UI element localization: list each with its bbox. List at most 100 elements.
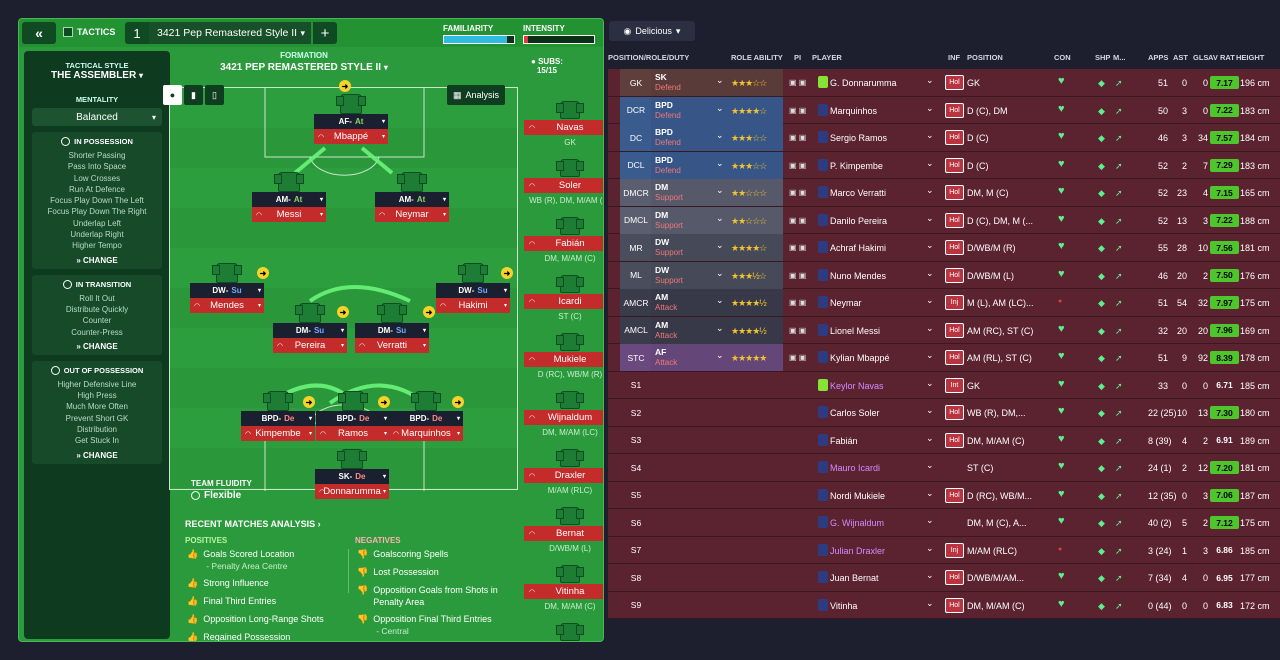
- player-instructions-icon[interactable]: ▣ ▣: [789, 105, 807, 115]
- chevron-down-icon[interactable]: ⌄: [926, 240, 934, 250]
- role-cell[interactable]: [651, 69, 783, 96]
- chevron-down-icon[interactable]: ⌄: [926, 570, 934, 580]
- player-role[interactable]: SK - De ▾: [315, 469, 389, 484]
- sub-player[interactable]: ◠ Vitinha DM, M/AM (C): [524, 565, 603, 611]
- player-token[interactable]: AF - At ▾ ◠ Mbappé ▾: [314, 94, 388, 144]
- player-role[interactable]: AF - At ▾: [314, 114, 388, 129]
- chevron-down-icon[interactable]: ⌄: [716, 75, 724, 85]
- player-name[interactable]: Danilo Pereira: [830, 215, 888, 226]
- col-pi[interactable]: PI: [794, 53, 802, 62]
- instruction-arrow-icon[interactable]: ➜: [257, 267, 269, 279]
- chevron-down-icon[interactable]: ⌄: [926, 267, 934, 278]
- sub-name-box[interactable]: ◠ Bernat: [524, 526, 603, 541]
- player-name[interactable]: G. Wijnaldum: [830, 518, 885, 528]
- player-name[interactable]: Carlos Soler: [830, 408, 880, 418]
- table-row[interactable]: ML DW Support ⌄ ★★★½☆ ▣ ▣ Nuno Mendes ⌄ Hol D/WB/…: [608, 261, 1280, 289]
- col-con[interactable]: CON: [1054, 53, 1071, 62]
- sub-player[interactable]: ◠ Mukiele D (RC), WB/M (R): [524, 333, 603, 379]
- chevron-down-icon[interactable]: ⌄: [926, 542, 934, 553]
- player-name[interactable]: G. Donnarumma: [830, 78, 897, 88]
- player-name[interactable]: Keylor Navas: [830, 380, 884, 391]
- role-cell[interactable]: [651, 151, 783, 179]
- player-instructions-icon[interactable]: ▣ ▣: [789, 325, 807, 335]
- player-name[interactable]: Mauro Icardi: [830, 463, 881, 473]
- table-row[interactable]: S8 Juan Bernat ⌄ Hol D/WB/M/AM... ♥ ◆ ➚ 7 (34) 4 0…: [608, 564, 1280, 592]
- role-cell[interactable]: [651, 96, 783, 124]
- player-token[interactable]: AM - At ▾ ◠ Messi ▾: [252, 172, 326, 222]
- col-apps[interactable]: APPS: [1148, 53, 1169, 62]
- player-role[interactable]: DW - Su ▾: [190, 283, 264, 298]
- player-name[interactable]: Achraf Hakimi: [830, 243, 887, 253]
- table-row[interactable]: S5 Nordi Mukiele ⌄ Hol D (RC), WB/M... ♥ ◆ ➚ 12 …: [608, 481, 1280, 509]
- sub-player[interactable]: ◠ Draxler M/AM (RLC): [524, 449, 603, 495]
- analysis-button[interactable]: ▦ Analysis: [447, 85, 505, 105]
- chevron-down-icon[interactable]: ⌄: [716, 267, 724, 278]
- role-cell[interactable]: [651, 261, 783, 289]
- instruction-arrow-icon[interactable]: ➜: [603, 114, 604, 126]
- player-role[interactable]: DW - Su ▾: [436, 283, 510, 298]
- tactic-slot-number[interactable]: 1: [125, 22, 149, 44]
- role-cell[interactable]: [651, 234, 783, 261]
- table-row[interactable]: S1 Keylor Navas ⌄ Int GK ♥ ◆ ➚ 33 0 0 6.71 185 cm: [608, 371, 1280, 399]
- col-av-rat[interactable]: AV RAT: [1208, 53, 1235, 62]
- player-name-box[interactable]: ◠ Mbappé ▾: [314, 129, 388, 144]
- player-name-box[interactable]: ◠ Pereira ▾: [273, 338, 347, 353]
- table-row[interactable]: S4 Mauro Icardi ⌄ ST (C) ♥ ◆ ➚ 24 (1) 2 12 7.20 181…: [608, 454, 1280, 482]
- change-out-of-possession-button[interactable]: » CHANGE: [76, 450, 118, 460]
- role-cell[interactable]: [651, 124, 783, 151]
- player-instructions-icon[interactable]: ▣ ▣: [789, 270, 807, 280]
- table-row[interactable]: S3 Fabián ⌄ Hol DM, M/AM (C) ♥ ◆ ➚ 8 (39) 4 2 6.91 1…: [608, 426, 1280, 454]
- player-name[interactable]: Fabián: [830, 435, 858, 446]
- sub-player[interactable]: ◠ Soler WB (R), DM, M/AM (R): [524, 159, 603, 205]
- col-player[interactable]: PLAYER: [812, 53, 842, 62]
- col-role-ability[interactable]: ROLE ABILITY: [731, 53, 783, 62]
- chevron-down-icon[interactable]: ⌄: [926, 460, 934, 470]
- chevron-down-icon[interactable]: ⌄: [926, 322, 934, 333]
- chevron-down-icon[interactable]: ⌄: [926, 157, 934, 168]
- chevron-down-icon[interactable]: ⌄: [716, 212, 724, 223]
- col-position-role-duty[interactable]: POSITION/ROLE/DUTY: [608, 53, 690, 62]
- clipboard-icon[interactable]: ▯: [205, 85, 224, 105]
- player-token[interactable]: DW - Su ▾ ◠ Hakimi ▾: [436, 263, 510, 313]
- chevron-down-icon[interactable]: ⌄: [926, 432, 934, 443]
- col-position[interactable]: POSITION: [967, 53, 1003, 62]
- player-token[interactable]: BPD - De ▾ ◠ Marquinhos ▾: [389, 391, 463, 441]
- col-gls[interactable]: GLS: [1193, 53, 1209, 62]
- player-name[interactable]: Nordi Mukiele: [830, 490, 886, 501]
- sub-player[interactable]: ◠ Wijnaldum DM, M/AM (LC): [524, 391, 603, 437]
- chevron-down-icon[interactable]: ⌄: [926, 487, 934, 498]
- player-name[interactable]: Juan Bernat: [830, 573, 879, 583]
- sub-player[interactable]: ◠ Icardi ST (C): [524, 275, 603, 321]
- chevron-down-icon[interactable]: ⌄: [716, 102, 724, 113]
- player-name-box[interactable]: ◠ Messi ▾: [252, 207, 326, 222]
- sub-player[interactable]: ◠ Bernat D/WB/M (L): [524, 507, 603, 553]
- instruction-arrow-icon[interactable]: ➜: [423, 306, 435, 318]
- table-row[interactable]: DCR BPD Defend ⌄ ★★★★☆ ▣ ▣ Marquinhos ⌄ Hol D (C)…: [608, 96, 1280, 124]
- instruction-arrow-icon[interactable]: ➜: [452, 396, 464, 408]
- player-name-box[interactable]: ◠ Ramos ▾: [316, 426, 390, 441]
- sub-name-box[interactable]: ◠ Mukiele: [524, 352, 603, 367]
- player-instructions-icon[interactable]: ▣ ▣: [789, 78, 807, 87]
- player-name[interactable]: Vitinha: [830, 600, 858, 611]
- chevron-down-icon[interactable]: ⌄: [926, 350, 934, 360]
- chevron-down-icon[interactable]: ⌄: [926, 212, 934, 223]
- player-instructions-icon[interactable]: ▣ ▣: [789, 188, 807, 197]
- chevron-down-icon[interactable]: ⌄: [926, 405, 934, 415]
- sub-name-box[interactable]: ◠ Wijnaldum: [524, 410, 603, 425]
- sub-name-box[interactable]: ◠ Fabián: [524, 236, 603, 251]
- table-row[interactable]: AMCR AM Attack ⌄ ★★★★½ ▣ ▣ Neymar ⌄ Inj M (L), AM…: [608, 289, 1280, 317]
- player-name[interactable]: Marquinhos: [830, 105, 878, 116]
- sub-name-box[interactable]: ◠ Icardi: [524, 294, 603, 309]
- table-row[interactable]: S7 Julian Draxler ⌄ Inj M/AM (RLC) ● ◆ ➚ 3 (24) 1…: [608, 536, 1280, 564]
- table-row[interactable]: DMCR DM Support ⌄ ★★☆☆☆ ▣ ▣ Marco Verratti ⌄ Hol…: [608, 179, 1280, 207]
- player-name[interactable]: Lionel Messi: [830, 325, 881, 336]
- chevron-down-icon[interactable]: ⌄: [926, 102, 934, 113]
- player-name-box[interactable]: ◠ Mendes ▾: [190, 298, 264, 313]
- player-name-box[interactable]: ◠ Neymar ▾: [375, 207, 449, 222]
- stats-icon[interactable]: ▮: [184, 85, 203, 105]
- instruction-arrow-icon[interactable]: ➜: [339, 80, 351, 92]
- intensity-meter[interactable]: INTENSITY: [523, 24, 595, 44]
- back-button[interactable]: «: [22, 22, 56, 44]
- player-token[interactable]: BPD - De ▾ ◠ Ramos ▾: [316, 391, 390, 441]
- team-instructions-icon[interactable]: ●: [163, 85, 182, 105]
